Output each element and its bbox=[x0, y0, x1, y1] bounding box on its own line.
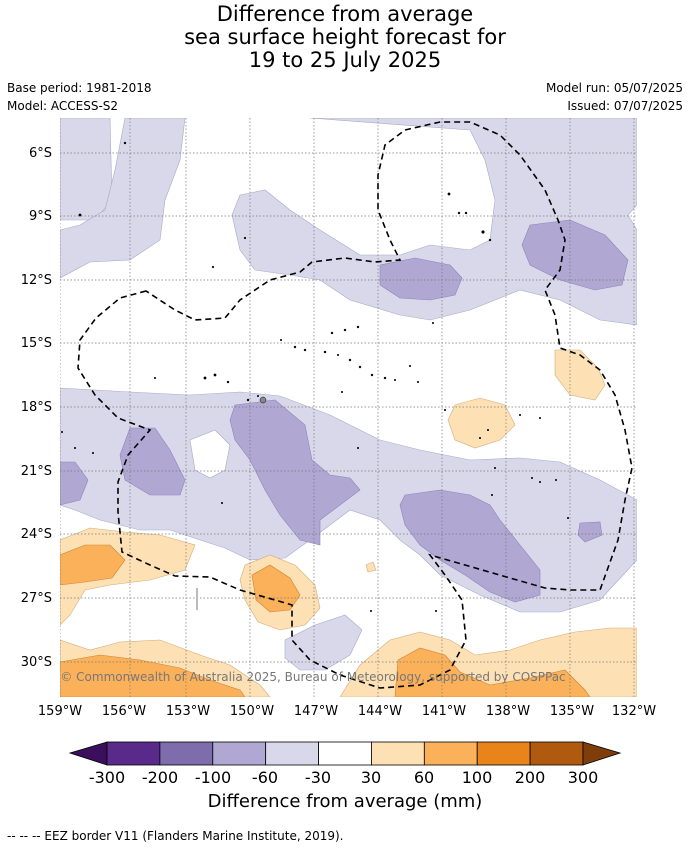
lon-tick-label: 153°W bbox=[166, 704, 210, 719]
eez-borders bbox=[77, 121, 633, 689]
negative-anomaly-strong-5 bbox=[229, 399, 361, 546]
negative-anomaly-strong-4 bbox=[60, 461, 89, 506]
colorbar-cell bbox=[423, 741, 478, 766]
lon-tick-labels: 159°W 156°W 153°W 150°W 147°W 144°W 141°… bbox=[38, 704, 656, 719]
colorbar-cell bbox=[159, 741, 214, 766]
negative-anomaly-strong-6 bbox=[399, 489, 541, 603]
colorbar-over-arrow bbox=[582, 741, 622, 766]
lat-tick-label: 27°S bbox=[21, 591, 52, 606]
colorbar-tick-label: 200 bbox=[515, 768, 546, 787]
colorbar-cell bbox=[265, 741, 319, 766]
lat-tick-label: 9°S bbox=[29, 209, 52, 224]
colorbar-tick-label: -200 bbox=[142, 768, 178, 787]
negative-anomaly-south-patch bbox=[284, 614, 363, 671]
lon-tick-label: 132°W bbox=[612, 704, 656, 719]
lon-tick-label: 138°W bbox=[486, 704, 530, 719]
gridlines bbox=[60, 118, 637, 697]
meta-right: Model run: 05/07/2025 Issued: 07/07/2025 bbox=[546, 79, 683, 115]
negative-anomaly-white-hole bbox=[189, 429, 231, 479]
negative-anomaly-east-band bbox=[231, 118, 637, 326]
positive-anomaly-east-2 bbox=[447, 397, 516, 449]
lon-tick-label: 156°W bbox=[102, 704, 146, 719]
negative-anomaly-north-band bbox=[60, 118, 113, 221]
colorbar-cells bbox=[106, 741, 584, 766]
lon-tick-label: 147°W bbox=[294, 704, 338, 719]
positive-anomaly-east-1 bbox=[554, 349, 606, 401]
lat-tick-label: 12°S bbox=[21, 273, 52, 288]
lat-tick-label: 21°S bbox=[21, 464, 52, 479]
lon-tick-label: 144°W bbox=[358, 704, 402, 719]
colorbar-tick-label: -300 bbox=[89, 768, 125, 787]
lat-tick-label: 15°S bbox=[21, 336, 52, 351]
colorbar-cell bbox=[212, 741, 267, 766]
eez-legend: -- -- -- EEZ border V11 (Flanders Marine… bbox=[7, 829, 344, 843]
shading-artifact bbox=[196, 588, 198, 610]
positive-anomaly-strong-center bbox=[251, 564, 301, 613]
model-run: Model run: 05/07/2025 bbox=[545, 81, 683, 95]
negative-anomaly-strong-1 bbox=[379, 257, 463, 301]
title-line-3: 19 to 25 July 2025 bbox=[248, 48, 442, 72]
title-line-1: Difference from average bbox=[216, 2, 474, 26]
lon-tick-label: 159°W bbox=[38, 704, 82, 719]
colorbar-under-arrow bbox=[68, 741, 108, 766]
title-line-2: sea surface height forecast for bbox=[184, 25, 506, 49]
colorbar-cell bbox=[476, 741, 531, 766]
copyright-text: © Commonwealth of Australia 2025, Bureau… bbox=[60, 670, 565, 684]
colorbar-cell bbox=[529, 741, 584, 766]
colorbar-title: Difference from average (mm) bbox=[207, 791, 483, 812]
model-name: Model: ACCESS-S2 bbox=[7, 99, 119, 113]
lat-tick-label: 18°S bbox=[21, 400, 52, 415]
lat-tick-label: 30°S bbox=[21, 655, 52, 670]
colorbar-tick-label: -30 bbox=[305, 768, 331, 787]
lon-tick-label: 141°W bbox=[422, 704, 466, 719]
colorbar-cell bbox=[318, 741, 372, 766]
islands bbox=[60, 141, 570, 613]
colorbar-tick-label: 60 bbox=[414, 768, 434, 787]
lat-tick-label: 24°S bbox=[21, 527, 52, 542]
colorbar: -300 -200 -100 -60 -30 30 60 100 200 300 bbox=[68, 741, 622, 787]
positive-anomaly-strong-south-2 bbox=[394, 647, 591, 697]
colorbar-tick-label: -100 bbox=[195, 768, 231, 787]
lat-tick-labels: 6°S 9°S 12°S 15°S 18°S 21°S 24°S 27°S 30… bbox=[21, 146, 52, 670]
negative-anomaly-strong-2 bbox=[521, 219, 629, 291]
colorbar-cell bbox=[106, 741, 161, 766]
colorbar-tick-label: 100 bbox=[462, 768, 493, 787]
positive-anomaly-strong-sw bbox=[60, 544, 126, 586]
chart-title: Difference from average sea surface heig… bbox=[0, 3, 690, 72]
eez-border-french-polynesia bbox=[77, 121, 633, 689]
lon-tick-label: 150°W bbox=[230, 704, 274, 719]
colorbar-cell bbox=[371, 741, 425, 766]
issued-date: Issued: 07/07/2025 bbox=[567, 99, 683, 113]
lat-tick-label: 6°S bbox=[29, 146, 52, 161]
positive-anomaly-small bbox=[365, 561, 377, 573]
colorbar-tick-label: 300 bbox=[568, 768, 599, 787]
negative-anomaly-strong-7 bbox=[577, 521, 603, 543]
positive-anomaly-strong-south bbox=[60, 654, 246, 697]
base-period: Base period: 1981-2018 bbox=[7, 81, 152, 95]
colorbar-tick-label: -60 bbox=[252, 768, 278, 787]
lon-tick-label: 135°W bbox=[550, 704, 594, 719]
colorbar-tick-label: 30 bbox=[361, 768, 381, 787]
meta-left: Base period: 1981-2018 Model: ACCESS-S2 bbox=[7, 79, 152, 115]
negative-anomaly-north-band-2 bbox=[60, 118, 186, 279]
colorbar-tick-labels: -300 -200 -100 -60 -30 30 60 100 200 300 bbox=[89, 768, 598, 787]
anomaly-field: © Commonwealth of Australia 2025, Bureau… bbox=[60, 118, 637, 697]
